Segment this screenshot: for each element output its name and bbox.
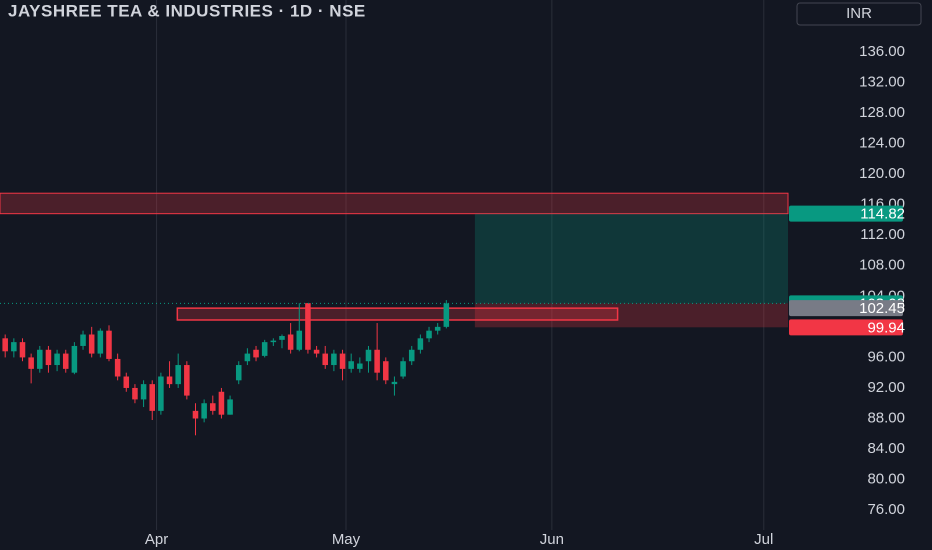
candle-body (417, 338, 424, 350)
candle-body (175, 365, 181, 385)
y-tick-label: 92.00 (867, 379, 905, 396)
price-label: 114.82 (860, 206, 905, 223)
candle-body (287, 334, 294, 350)
y-tick-label: 132.00 (859, 73, 905, 90)
price-label: 102.45 (859, 300, 905, 317)
candle-body (391, 381, 398, 385)
candle-body (235, 365, 242, 381)
y-tick-label: 80.00 (867, 471, 905, 488)
candle-body (2, 338, 8, 352)
y-tick-label: 124.00 (859, 135, 905, 152)
candle-body (37, 349, 43, 369)
candle-body (383, 361, 389, 381)
candle-body (305, 303, 311, 350)
price-label: 99.94 (867, 319, 905, 336)
y-tick-label: 76.00 (867, 501, 905, 518)
candle-body (434, 326, 441, 331)
candle-body (19, 342, 26, 358)
currency-label[interactable]: INR (846, 5, 872, 22)
candle-body (149, 384, 156, 411)
candle-body (45, 349, 52, 366)
candle-body (270, 340, 277, 343)
candle-body (408, 349, 415, 362)
position-stop (474, 303, 788, 328)
y-tick-label: 120.00 (859, 165, 905, 182)
candle-body (54, 353, 60, 366)
candle-body (192, 410, 199, 419)
candle-body (331, 353, 337, 366)
candle-body (322, 353, 329, 366)
candle-body (400, 361, 406, 377)
candle-body (11, 342, 17, 352)
currency-button[interactable] (796, 2, 922, 26)
candle-body (426, 330, 432, 339)
candle-body (279, 336, 285, 340)
y-tick-label: 88.00 (867, 409, 905, 426)
candle-body (218, 391, 225, 415)
candle-body (261, 342, 268, 356)
y-tick-label: 108.00 (859, 257, 905, 274)
candle-body (374, 349, 380, 373)
y-tick-label: 128.00 (859, 104, 905, 121)
candle-body (227, 399, 233, 415)
candle-body (28, 357, 34, 369)
x-tick-label: Apr (145, 531, 168, 548)
candle-body (62, 353, 69, 369)
candle-body (244, 353, 251, 362)
candle-body (313, 349, 320, 354)
candle-body (296, 330, 303, 350)
candle-body (201, 403, 207, 419)
candle-body (97, 330, 104, 354)
candle-body (365, 349, 372, 362)
candle-body (114, 358, 121, 377)
candle-body (140, 384, 147, 400)
y-tick-label: 136.00 (859, 43, 905, 60)
candle-body (88, 334, 95, 354)
y-tick-label: 96.00 (867, 348, 905, 365)
x-tick-label: Jun (540, 531, 564, 548)
position-target (474, 213, 788, 304)
candle-body (132, 387, 138, 400)
candle-body (357, 363, 363, 369)
candle-body (166, 376, 173, 385)
x-tick-label: May (332, 531, 361, 548)
candle-body (80, 334, 86, 346)
y-tick-label: 112.00 (860, 226, 905, 243)
candle-body (71, 345, 78, 373)
resistance-zone (0, 192, 789, 215)
price-label-box (789, 205, 903, 222)
candle-body (443, 303, 450, 327)
candle-body (210, 403, 216, 411)
candle-body (158, 376, 164, 411)
price-label-box (789, 300, 903, 317)
chart-title: JAYSHREE TEA & INDUSTRIES · 1D · NSE (8, 1, 366, 20)
candle-body (184, 365, 190, 396)
candle-body (348, 361, 354, 369)
x-tick-label: Jul (754, 531, 773, 548)
plot-area (0, 0, 789, 530)
box-zone (176, 307, 619, 321)
candle-body (106, 330, 112, 359)
candle-body (339, 353, 346, 369)
price-label-box (789, 319, 903, 336)
candle-body (253, 349, 259, 358)
y-tick-label: 84.00 (867, 440, 905, 457)
candle-body (123, 376, 130, 388)
